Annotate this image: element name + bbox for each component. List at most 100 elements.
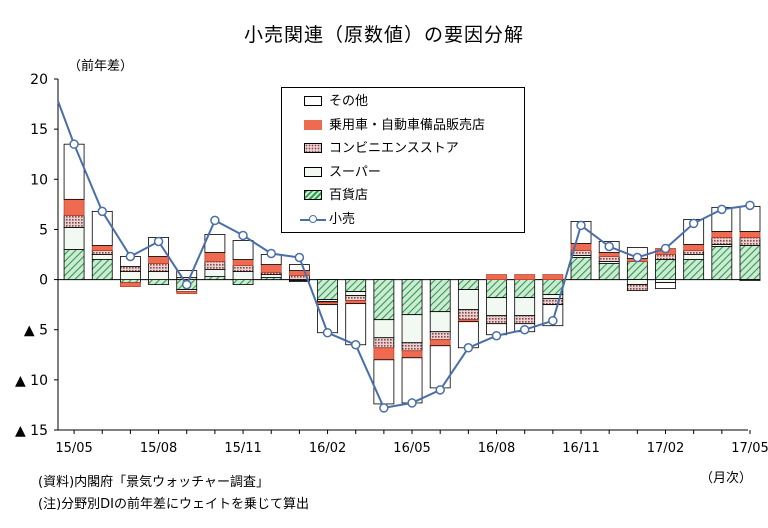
retail-point: [379, 403, 389, 413]
retail-point: [97, 206, 107, 217]
bar-segment: [739, 279, 761, 281]
bar-segment: [148, 271, 169, 280]
bar-segment: [63, 249, 85, 280]
legend: その他 乗用車・自動車備品販売店 コンビニエンスストア スーパー 百貨店 小売: [281, 87, 525, 233]
bar-segment: [232, 265, 254, 272]
bar-segment: [486, 315, 507, 325]
bar-segment: [120, 282, 141, 287]
bar-segment: [739, 231, 761, 238]
bar-segment: [260, 274, 282, 278]
bar-segment: [429, 339, 451, 347]
retail-point: [463, 343, 474, 353]
bar-segment: [91, 250, 113, 255]
x-tick-label: 15/05: [55, 441, 92, 456]
bar-segment: [148, 279, 169, 285]
bar-segment: [176, 291, 198, 295]
retail-point: [350, 340, 361, 350]
retail-point: [660, 243, 671, 254]
bar-segment: [486, 274, 507, 280]
bar-segment: [598, 263, 620, 280]
bar-segment: [542, 274, 564, 280]
bar-segment: [486, 297, 507, 317]
retail-point: [519, 324, 530, 335]
legend-label-department-store: 百貨店: [329, 188, 369, 203]
bar-segment: [542, 304, 564, 327]
retail-point: [238, 230, 248, 241]
legend-item-convenience-store: コンビニエンスストア: [282, 137, 524, 161]
bar-segment: [373, 337, 395, 349]
bar-segment: [345, 295, 367, 302]
bar-segment: [401, 357, 423, 404]
bar-segment: [204, 261, 226, 270]
legend-label-other: その他: [329, 94, 369, 109]
bar-segment: [63, 143, 85, 200]
bar-segment: [120, 279, 141, 283]
method-note: (注)分野別DIの前年差にウェイトを乗じて算出: [38, 497, 309, 512]
legend-swatch-convenience-store: [304, 143, 322, 153]
y-tick-label: 5: [39, 222, 48, 238]
x-tick-label: 16/11: [562, 441, 599, 456]
bar-segment: [232, 279, 254, 285]
bar-segment: [457, 289, 479, 311]
y-tick-label: 15: [30, 122, 48, 138]
y-tick-label: 10: [30, 172, 48, 188]
legend-label-convenience-store: コンビニエンスストア: [329, 141, 459, 156]
bar-segment: [626, 261, 648, 280]
bar-segment: [570, 257, 592, 280]
bar-segment: [683, 250, 705, 255]
y-tick-label: 0: [39, 273, 48, 289]
y-tick-label: 20: [30, 72, 48, 88]
x-tick-label: 16/05: [393, 441, 430, 456]
bar-segment: [91, 254, 113, 260]
retail-point: [745, 200, 755, 211]
bar-segment: [655, 259, 676, 280]
retail-point: [322, 327, 333, 338]
retail-point: [491, 330, 502, 341]
bar-segment: [739, 245, 761, 280]
retail-point: [266, 248, 276, 259]
bar-segment: [457, 279, 479, 291]
retail-point: [576, 220, 586, 231]
bar-segment: [373, 279, 395, 321]
bar-segment: [401, 314, 423, 344]
x-tick-label: 17/05: [731, 441, 768, 456]
bar-segment: [120, 266, 141, 272]
bar-segment: [514, 315, 536, 325]
legend-swatch-department-store: [304, 190, 322, 200]
bar-segment: [373, 319, 395, 339]
legend-item-department-store: 百貨店: [282, 184, 524, 208]
y-tick-label: ▲ 5: [24, 323, 48, 339]
bar-segment: [148, 256, 169, 264]
bar-segment: [401, 350, 423, 359]
legend-item-retail: 小売: [282, 208, 524, 232]
bar-segment: [739, 205, 761, 232]
bar-segment: [91, 245, 113, 251]
y-tick-label: ▲ 10: [15, 373, 48, 389]
bar-segment: [345, 300, 367, 305]
bar-segment: [626, 284, 648, 292]
legend-swatch-supermarket: [304, 166, 322, 177]
bar-segment: [429, 279, 451, 313]
chart-title: 小売関連（原数値）の要因分解: [243, 24, 524, 46]
bar-segment: [288, 264, 310, 271]
y-axis-label: （前年差）: [68, 59, 134, 74]
retail-point: [125, 251, 136, 262]
bar-segment: [598, 256, 620, 262]
bar-segment: [711, 246, 733, 280]
bar-segment: [63, 198, 85, 216]
bar-segment: [542, 279, 564, 296]
retail-point: [153, 236, 164, 247]
legend-item-supermarket: スーパー: [282, 161, 524, 185]
bar-segment: [683, 254, 705, 260]
retail-point: [407, 398, 417, 408]
bar-segment: [739, 237, 761, 246]
bar-segment: [204, 252, 226, 262]
bar-segment: [317, 279, 338, 301]
x-axis-label: （月次）: [700, 471, 753, 486]
retail-point: [717, 204, 727, 215]
legend-swatch-car-dealers: [304, 119, 322, 130]
bar-segment: [598, 252, 620, 257]
bar-segment: [711, 237, 733, 245]
bar-segment: [683, 244, 705, 251]
bar-segment: [429, 331, 451, 341]
